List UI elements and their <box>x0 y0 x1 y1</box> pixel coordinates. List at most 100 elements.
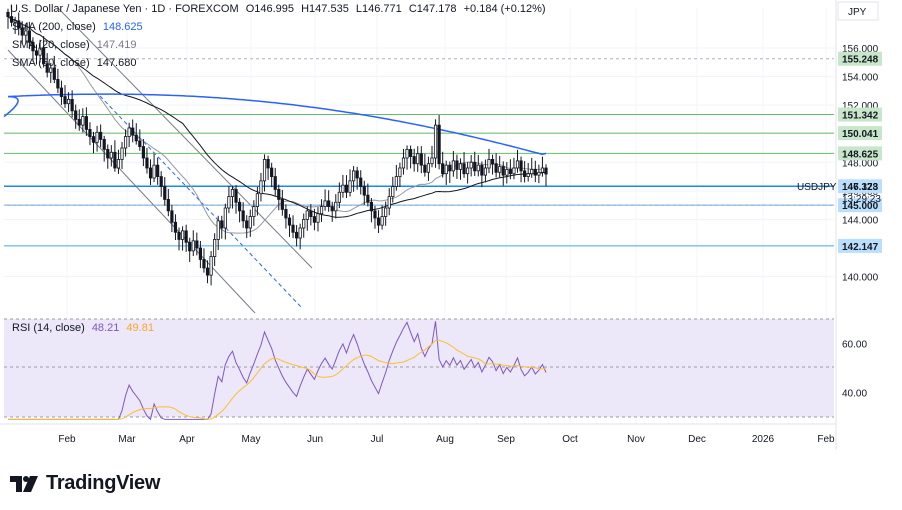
candle-body <box>533 169 537 176</box>
candle-body <box>416 153 420 165</box>
rsi-legend: RSI (14, close) 48.21 49.81 <box>12 322 154 334</box>
ohlc-open: O146.995 <box>245 3 295 15</box>
candle-body <box>9 16 14 23</box>
tradingview-logo[interactable]: TradingView <box>10 472 160 495</box>
candle-body <box>437 124 441 165</box>
time-tick-label: Feb <box>58 434 76 445</box>
candle-body <box>74 110 78 120</box>
ohlc-close: C147.178 <box>408 3 457 15</box>
candle-body <box>508 169 512 175</box>
candle-body <box>280 199 284 210</box>
candle-body <box>59 87 64 97</box>
candle-body <box>113 151 117 169</box>
currency-box[interactable] <box>837 1 879 21</box>
sma200-legend: SMA (200, close) 148.625 <box>12 21 143 33</box>
candle-body <box>430 157 434 165</box>
level-label-text: 146.323 <box>842 182 879 193</box>
candle-body <box>480 164 484 176</box>
candle-body <box>473 161 477 172</box>
candle-body <box>540 167 545 173</box>
candle-body <box>188 241 192 252</box>
candle-body <box>202 259 206 269</box>
candle-body <box>305 210 309 220</box>
candle-body <box>38 47 42 56</box>
level-label-text: 145.000 <box>842 201 879 212</box>
sma50-label: SMA (50, close) <box>12 57 90 69</box>
candle-body <box>163 186 167 200</box>
candle-body <box>451 160 455 172</box>
candle-body <box>526 173 530 177</box>
candle-body <box>148 167 153 179</box>
candle-body <box>131 127 135 136</box>
candle-body <box>102 139 106 150</box>
sma50-legend: SMA (50, close) 147.680 <box>12 57 136 69</box>
candle-body <box>177 231 181 240</box>
candle-body <box>476 164 480 172</box>
rsi-band <box>4 319 834 417</box>
rsi-axis[interactable]: 60.00 40.00 <box>842 340 867 400</box>
rsi-value: 48.21 <box>91 322 120 334</box>
candle-body <box>241 210 245 222</box>
candle-body <box>127 127 131 137</box>
candle-body <box>316 213 320 223</box>
candle-body <box>298 227 302 239</box>
candle-body <box>205 267 210 276</box>
candle-body <box>458 163 463 170</box>
candle-body <box>444 164 448 175</box>
candle-body <box>359 177 363 187</box>
last-price-symbol: USDJPY <box>797 182 837 193</box>
time-axis[interactable]: Feb Mar Apr May Jun Jul Aug Sep Oct Nov Dec 2026 Feb <box>58 434 835 445</box>
level-label-box <box>838 107 882 122</box>
candle-body <box>166 199 170 212</box>
ohlc-change: +0.184 (+0.12%) <box>463 3 546 15</box>
candle-body <box>191 240 195 252</box>
candle-body <box>323 200 327 207</box>
candle-body <box>355 170 359 179</box>
level-label-text: 155.248 <box>842 55 879 66</box>
candle-body <box>259 180 263 195</box>
candle-body <box>120 147 124 160</box>
candle-body <box>66 99 71 105</box>
candle-body <box>433 124 438 159</box>
candle-body <box>184 230 188 243</box>
candle-body <box>498 166 502 173</box>
level-label-box <box>838 51 882 66</box>
candle-body <box>412 156 416 165</box>
candle-body <box>159 176 163 187</box>
sma200-line <box>7 93 547 156</box>
candle-body <box>248 216 252 229</box>
candle-body <box>337 191 341 203</box>
time-tick-label: 2026 <box>752 434 775 445</box>
candle-body <box>91 136 96 143</box>
candle-body <box>17 20 21 29</box>
candle-body <box>70 99 74 112</box>
candle-body <box>490 159 495 165</box>
level-label-box <box>838 198 882 213</box>
candle-body <box>230 189 235 197</box>
sma50-value: 147.680 <box>96 57 137 69</box>
candle-body <box>352 170 356 182</box>
candle-body <box>245 220 249 229</box>
channel-upper-line <box>57 7 313 269</box>
candle-body <box>519 160 523 172</box>
candle-body <box>237 201 242 212</box>
rsi-ma-value: 49.81 <box>126 322 154 334</box>
candle-body <box>401 157 406 169</box>
level-label-text: 150.041 <box>842 129 879 140</box>
price-tick-label: 156.000 <box>842 44 879 55</box>
candle-body <box>170 210 174 223</box>
candle-body <box>273 176 277 190</box>
level-labels: 155.248 151.342 150.041 148.625 146.323 145.0… <box>838 51 882 253</box>
candle-body <box>494 163 498 173</box>
candle-body <box>419 153 423 166</box>
sma200-line-start <box>3 95 19 118</box>
candle-body <box>537 171 541 176</box>
candle-body <box>42 47 46 65</box>
candle-body <box>270 167 274 177</box>
time-tick-label: Nov <box>627 434 645 445</box>
candle-body <box>49 67 53 73</box>
candle-body <box>34 50 39 56</box>
candle-body <box>312 216 317 223</box>
level-label-text: 151.342 <box>842 111 879 122</box>
